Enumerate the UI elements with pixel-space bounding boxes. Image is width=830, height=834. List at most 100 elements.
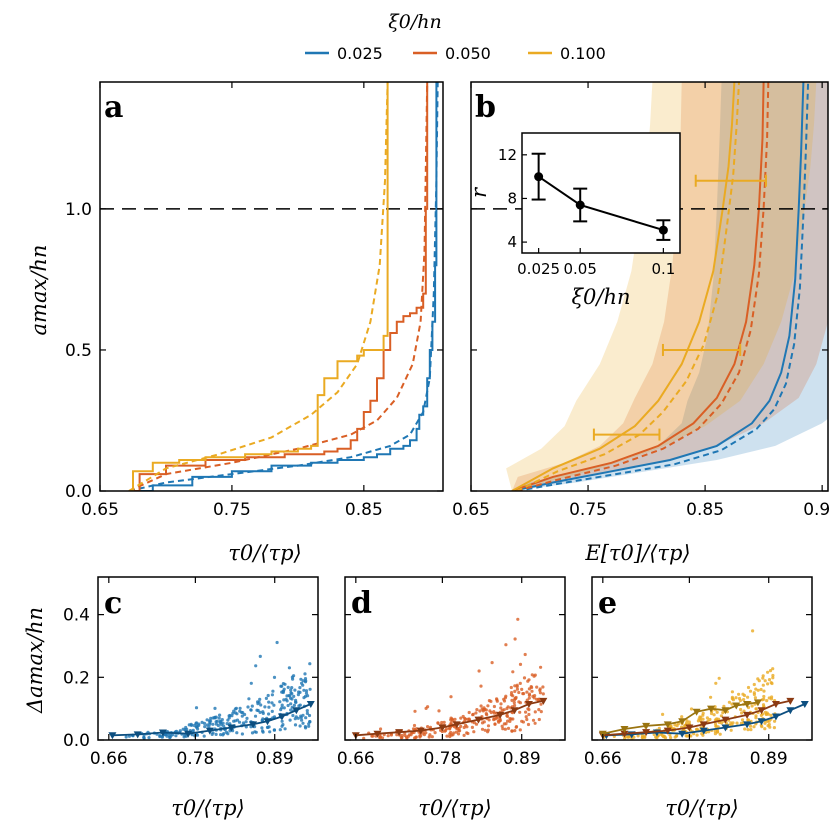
panel-c-point: [282, 706, 286, 710]
panel-e-point: [769, 713, 773, 718]
panel-d-point: [495, 699, 499, 703]
panel-e-mean-marker: [620, 726, 629, 734]
panel-c-point: [264, 696, 268, 701]
panel-d-point: [443, 729, 447, 733]
panel-c-point: [250, 731, 255, 735]
panel-c-mean-marker: [277, 713, 286, 721]
panel-e-mean-marker: [743, 721, 752, 729]
panel-d-frame: [344, 576, 566, 741]
panel-e-point: [689, 707, 694, 711]
panel-c-ytick-label-0: 0.0: [63, 731, 90, 751]
panel-e-mean-marker: [757, 707, 766, 715]
panel-d-point: [526, 722, 531, 727]
panel-c-point: [222, 724, 226, 728]
panel-a-series-1: [128, 82, 439, 491]
panel-e-mean-marker: [642, 729, 651, 737]
panel-c-point: [281, 723, 285, 727]
panel-c-point: [279, 684, 283, 688]
inset-ytick-label-2: 12: [498, 146, 517, 164]
panel-e-point: [752, 682, 756, 687]
panel-c-point: [307, 724, 311, 728]
panel-d-point: [454, 730, 458, 734]
panel-d-mean-marker: [452, 721, 461, 729]
panel-c-mean-marker: [108, 732, 117, 740]
panel-c-point: [289, 696, 293, 700]
panel-a-series-2: [129, 82, 429, 491]
panel-c-point: [259, 703, 263, 707]
panel-b-xtick-label-1: 0.75: [569, 500, 607, 520]
panel-c-point: [272, 728, 276, 732]
panel-d-point: [466, 731, 470, 736]
panel-e-point: [624, 735, 629, 739]
panel-e-mean-marker: [685, 724, 694, 732]
panel-c-point: [304, 691, 309, 695]
panel-d-point: [527, 692, 532, 696]
panel-d-mean-marker: [373, 730, 382, 738]
panel-a-series-0: [129, 82, 438, 491]
panel-d-point: [493, 722, 497, 726]
panel-c-mean-marker: [249, 721, 258, 729]
panel-e-point: [750, 704, 754, 708]
panel-d-point: [459, 724, 463, 729]
panel-c-point: [247, 697, 251, 701]
panel-e-mean-marker: [771, 700, 780, 708]
panel-e-point: [687, 720, 691, 724]
panel-d-xtick-label-1: 0.78: [423, 749, 461, 769]
panel-c-point: [261, 711, 265, 716]
panel-e-point: [752, 725, 756, 729]
panel-d-point: [445, 734, 449, 738]
panel-c-point: [286, 703, 290, 708]
panel-e-point: [767, 696, 771, 700]
panel-d-point: [419, 734, 423, 738]
panel-c-point: [305, 709, 309, 713]
panel-a-series-4: [129, 82, 389, 491]
panel-c-point: [231, 711, 235, 715]
panel-c-point: [222, 732, 226, 736]
panel-b-frame: [470, 81, 829, 492]
panel-e-point: [636, 734, 640, 738]
panel-b-xlabel: E[τ0]/⟨τp⟩: [584, 541, 690, 565]
panel-b-xtick-label-2: 0.85: [686, 500, 724, 520]
panel-d-plot: [351, 617, 548, 740]
panel-d-point: [535, 685, 539, 689]
panel-a-ylabel: amax/hn: [27, 245, 51, 336]
panel-d-point: [442, 720, 446, 724]
panel-c-point: [297, 704, 301, 708]
panel-c-point: [240, 714, 244, 718]
panel-c-point: [289, 691, 293, 695]
panel-d-point: [504, 643, 508, 647]
panel-d-mean-marker: [524, 700, 533, 708]
panel-d-point: [532, 696, 536, 700]
panel-e-point: [771, 676, 775, 680]
panel-d-point: [492, 710, 496, 714]
panel-d-point: [467, 710, 471, 715]
panel-e-point: [763, 710, 768, 714]
panel-e-xtick-label-2: 0.89: [750, 749, 788, 769]
panel-c-point: [278, 700, 282, 704]
panel-e-point: [721, 711, 725, 715]
panel-a-ytick-label-0: 0.0: [65, 482, 92, 502]
panel-c-point: [302, 696, 306, 700]
panel-c-point: [195, 724, 199, 729]
panel-d-point: [518, 681, 522, 686]
panel-c-xtick-label-2: 0.89: [256, 749, 294, 769]
panel-c-point: [178, 729, 182, 733]
panel-e-point: [767, 719, 771, 723]
panel-c-point: [293, 688, 297, 692]
panel-c-point: [256, 700, 260, 704]
panel-e-point: [767, 678, 772, 682]
panel-c-point: [214, 722, 218, 726]
panel-e-point: [746, 728, 750, 732]
panel-e-point: [737, 692, 741, 696]
panel-c-point: [232, 719, 236, 723]
panel-c-point: [194, 721, 199, 725]
panel-d-point: [518, 662, 523, 667]
panel-e-point: [685, 719, 689, 723]
panel-c-point: [303, 677, 308, 681]
panel-d-point: [428, 725, 433, 729]
panel-c-point: [305, 711, 309, 716]
panel-c: 0.66 0.78 0.89 0.0 0.2 0.4 c τ0/⟨τp⟩ Δamax/hn: [23, 576, 319, 820]
panel-e-point: [771, 667, 775, 671]
panel-d-point: [424, 731, 428, 735]
